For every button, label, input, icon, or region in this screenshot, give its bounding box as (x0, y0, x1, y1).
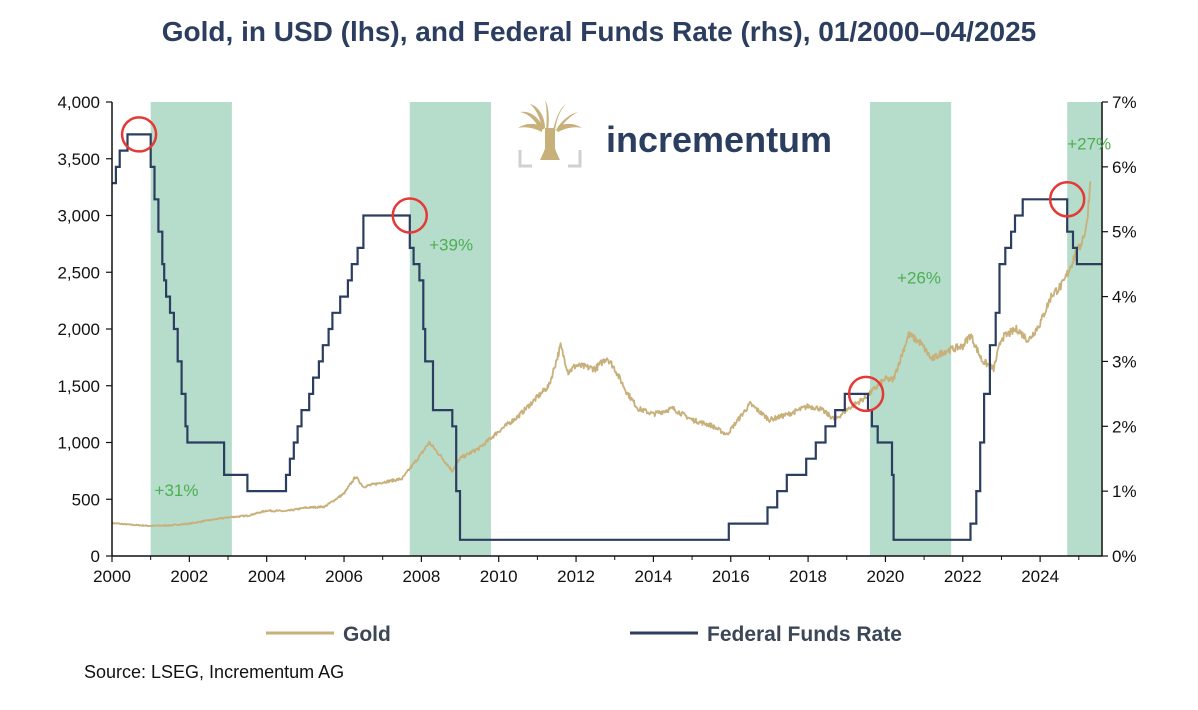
y-right-tick-label: 7% (1112, 93, 1137, 112)
legend: Gold Federal Funds Rate (266, 623, 902, 646)
x-tick-label: 2006 (325, 567, 363, 586)
x-tick-label: 2022 (944, 567, 982, 586)
annotation-0: +31% (155, 481, 199, 500)
shaded-period-2 (869, 102, 952, 556)
x-tick-label: 2002 (170, 567, 208, 586)
y-right-tick-label: 5% (1112, 223, 1137, 242)
fed-funds-line-path (112, 133, 1102, 541)
fed-funds-series-line (112, 133, 1102, 541)
y-left-tick-label: 1,000 (57, 434, 100, 453)
circle-markers (120, 116, 1086, 413)
logo-text: incrementum (606, 119, 832, 160)
axes (111, 102, 1103, 557)
shaded-period-0 (150, 102, 232, 556)
y-right-tick-label: 2% (1112, 417, 1137, 436)
annotation-2: +26% (897, 269, 941, 288)
y-left-tick-label: 2,500 (57, 263, 100, 282)
annotation-3: +27% (1067, 135, 1111, 154)
annotation-1: +39% (429, 236, 473, 255)
y-right-axis-ticks: 0% 1% 2% 3% 4% 5% 6% 7% (1102, 93, 1137, 566)
y-left-tick-label: 4,000 (57, 93, 100, 112)
shaded-periods (150, 102, 1102, 556)
x-tick-label: 2004 (248, 567, 286, 586)
x-tick-label: 2024 (1021, 567, 1059, 586)
circle-marker-1 (391, 197, 429, 234)
y-right-tick-label: 6% (1112, 158, 1137, 177)
x-axis-ticks: 2000 2002 2004 2006 2008 2010 2012 2014 2016 2018… (93, 556, 1080, 586)
y-left-tick-label: 0 (91, 547, 100, 566)
x-tick-label: 2020 (867, 567, 905, 586)
x-tick-label: 2014 (634, 567, 672, 586)
y-right-tick-label: 4% (1112, 288, 1137, 307)
annotations: +31% +39% +26% +27% (155, 135, 1112, 500)
logo-bracket (518, 150, 582, 168)
tree-icon (518, 100, 582, 160)
legend-fed-label: Federal Funds Rate (707, 623, 902, 646)
y-left-tick-label: 2,000 (57, 320, 100, 339)
x-tick-label: 2018 (789, 567, 827, 586)
x-tick-label: 2010 (480, 567, 518, 586)
y-right-tick-label: 0% (1112, 547, 1137, 566)
chart-title: Gold, in USD (lhs), and Federal Funds Ra… (161, 16, 1037, 47)
incrementum-logo: incrementum (518, 100, 832, 168)
shaded-period-3 (1067, 102, 1102, 556)
legend-gold-label: Gold (343, 623, 391, 646)
shaded-period-1 (409, 102, 491, 556)
circle-marker-0 (120, 116, 158, 153)
x-tick-label: 2000 (93, 567, 131, 586)
y-left-tick-label: 1,500 (57, 377, 100, 396)
y-right-tick-label: 1% (1112, 482, 1137, 501)
circle-marker-3 (1048, 181, 1086, 218)
x-tick-label: 2008 (402, 567, 440, 586)
x-tick-label: 2012 (557, 567, 595, 586)
gold-line-path (111, 181, 1092, 527)
y-left-axis-ticks: 0 500 1,000 1,500 2,000 2,500 3,000 3,500 4,000 (57, 93, 112, 566)
circle-marker-2 (847, 375, 885, 413)
source-note: Source: LSEG, Incrementum AG (84, 662, 345, 682)
y-right-tick-label: 3% (1112, 352, 1137, 371)
y-left-tick-label: 3,500 (57, 150, 100, 169)
y-left-tick-label: 500 (72, 490, 100, 509)
x-tick-label: 2016 (712, 567, 750, 586)
y-left-tick-label: 3,000 (57, 207, 100, 226)
gold-series-line (111, 181, 1092, 527)
